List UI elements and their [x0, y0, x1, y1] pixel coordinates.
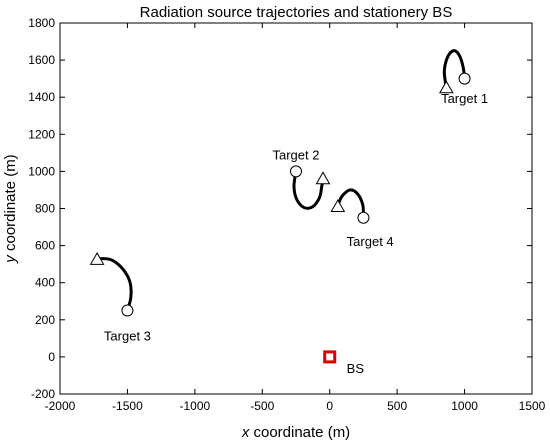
target-label: Target 2: [273, 148, 320, 163]
start-marker-circle: [121, 304, 134, 317]
y-tick-label: -200: [31, 387, 55, 401]
trajectory-3: Target 3: [89, 252, 151, 343]
x-axis-title: x coordinate (m): [241, 424, 350, 441]
trajectory-1: Target 1: [439, 49, 488, 106]
y-tick-label: 1200: [28, 127, 55, 141]
x-axis-title-rest: coordinate (m): [249, 424, 350, 441]
end-marker-triangle: [439, 80, 454, 94]
y-tick-label: 1000: [28, 164, 55, 178]
y-axis: -200 0 200 400 600 800 1000 1200 1400 1600 1800: [28, 16, 532, 401]
target-label: Target 3: [104, 328, 151, 343]
x-tick-label: 1000: [451, 399, 478, 413]
x-axis: -2000 -1500 -1000 -500 0 500 1000 1500: [45, 23, 546, 413]
trajectory-2: Target 2: [273, 148, 331, 210]
bs-marker-square: [323, 350, 337, 364]
x-tick-label: -1500: [112, 399, 143, 413]
end-marker-triangle: [89, 252, 105, 265]
x-tick-label: -1000: [180, 399, 211, 413]
bs-label: BS: [347, 361, 365, 376]
y-axis-title-var: y: [2, 254, 19, 264]
y-tick-label: 1400: [28, 90, 55, 104]
y-tick-label: 800: [35, 202, 55, 216]
x-tick-label: -500: [250, 399, 274, 413]
trajectories: Target 1 Target 2 Target 3 Target 4: [89, 49, 488, 343]
y-tick-label: 0: [48, 350, 55, 364]
y-tick-label: 600: [35, 239, 55, 253]
target-label: Target 1: [441, 91, 488, 106]
y-tick-label: 1600: [28, 53, 55, 67]
end-marker-triangle: [315, 171, 331, 185]
trajectory-line: [442, 49, 467, 90]
chart-title: Radiation source trajectories and statio…: [140, 4, 453, 21]
y-tick-label: 200: [35, 313, 55, 327]
start-marker-circle: [290, 165, 302, 178]
base-station: BS: [323, 350, 365, 376]
start-marker-circle: [458, 72, 471, 85]
start-marker-circle: [357, 211, 370, 224]
x-tick-label: 500: [387, 399, 407, 413]
end-marker-triangle: [330, 199, 346, 213]
y-tick-label: 1800: [28, 16, 55, 30]
trajectory-line: [292, 169, 325, 210]
y-axis-title-rest: coordinate (m): [2, 154, 19, 255]
trajectory-4: Target 4: [330, 188, 394, 249]
x-tick-label: -2000: [45, 399, 76, 413]
y-tick-label: 400: [35, 276, 55, 290]
y-axis-title: y coordinate (m): [2, 154, 19, 263]
target-label: Target 4: [347, 234, 394, 249]
x-tick-label: 0: [326, 399, 333, 413]
x-tick-label: 1500: [519, 399, 546, 413]
trajectory-line: [95, 257, 133, 313]
x-axis-title-var: x: [241, 424, 250, 441]
